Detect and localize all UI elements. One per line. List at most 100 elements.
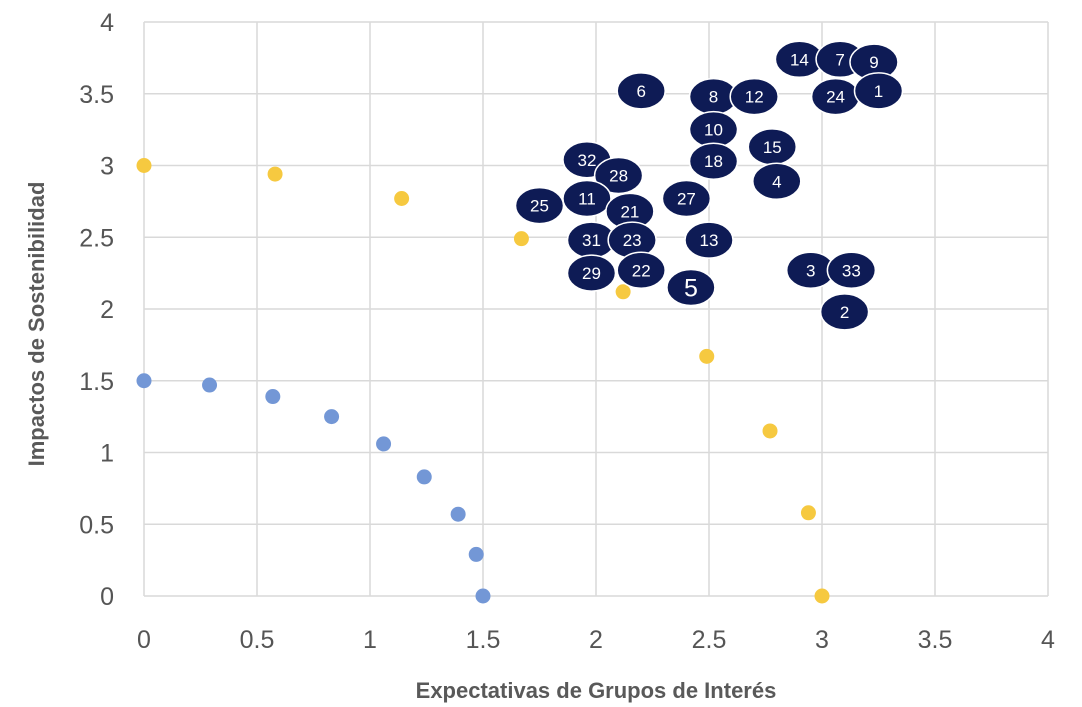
upper-threshold-point [267, 166, 283, 182]
x-tick-label: 4 [1041, 626, 1055, 654]
issue-bubble: 24 [810, 77, 861, 116]
issue-bubble-label: 1 [874, 82, 883, 101]
y-tick-label: 2.5 [79, 224, 114, 252]
issue-bubble-shape [566, 254, 617, 292]
y-tick-label: 4 [100, 9, 114, 37]
x-tick-label: 2.5 [692, 626, 727, 654]
y-tick-label: 0.5 [79, 511, 114, 539]
x-tick-label: 1.5 [466, 626, 501, 654]
y-tick-label: 3 [100, 153, 114, 181]
y-tick-label: 1 [100, 440, 114, 468]
issue-bubble: 4 [752, 162, 802, 201]
issue-bubble: 15 [747, 128, 798, 166]
issue-bubble-label: 27 [677, 190, 696, 209]
x-tick-label: 2 [589, 626, 603, 654]
issue-bubble: 6 [616, 72, 666, 110]
x-tick-label: 3.5 [918, 626, 953, 654]
issue-bubble-shape [826, 251, 877, 290]
issue-bubble: 27 [661, 179, 712, 218]
upper-threshold-point [394, 191, 410, 207]
issue-bubble: 1 [853, 72, 904, 110]
issue-bubble: 2 [819, 293, 870, 331]
issue-bubble-label: 13 [700, 231, 719, 250]
issue-bubble-label: 11 [578, 190, 596, 209]
issue-bubble-label: 5 [684, 274, 698, 302]
issue-bubble: 23 [607, 221, 657, 259]
issue-bubble-label: 3 [806, 261, 815, 280]
upper-threshold-point [615, 284, 631, 300]
issue-bubble: 29 [566, 254, 617, 292]
issue-bubble-label: 28 [609, 167, 628, 186]
issue-bubble: 18 [688, 142, 739, 180]
lower-threshold-point [450, 506, 466, 522]
issue-bubble-label: 10 [704, 121, 723, 140]
issue-bubble-label: 33 [842, 261, 861, 280]
upper-threshold-point [699, 348, 715, 364]
x-tick-label: 1 [363, 626, 377, 654]
issue-bubble-shape [729, 77, 779, 116]
issue-bubble-shape [688, 142, 739, 180]
issue-bubble-label: 8 [709, 88, 718, 107]
lower-threshold-point [475, 588, 491, 604]
issue-bubble: 25 [514, 186, 565, 225]
issue-bubble: 32 [562, 141, 612, 179]
issue-bubble-label: 31 [582, 231, 601, 250]
grid-lines [143, 21, 1049, 597]
issue-bubble-label: 22 [632, 261, 651, 280]
lower-threshold-point [376, 436, 392, 452]
issue-bubble-label: 21 [620, 202, 639, 221]
issue-bubble-shape [616, 72, 666, 110]
issue-bubble-label: 32 [577, 151, 596, 170]
upper-threshold-point [800, 505, 816, 521]
lower-threshold-point [324, 409, 340, 425]
y-tick-label: 3.5 [79, 81, 114, 109]
issue-bubble-label: 7 [835, 50, 844, 69]
y-tick-label: 1.5 [79, 368, 114, 396]
issue-bubble-shape [684, 221, 734, 259]
tick-labels: 0 0.5 1 1.5 2 2.5 3 3.5 4 0 0.5 1 1.5 2 2.5 3 3.5 4 [79, 9, 1055, 654]
issue-bubble: 11 [562, 179, 612, 218]
issue-bubble-label: 23 [623, 231, 642, 250]
lower-threshold-point [416, 469, 432, 485]
issue-bubble-shape [752, 162, 802, 201]
x-axis-title: Expectativas de Grupos de Interés [416, 678, 777, 703]
issue-bubble: 12 [729, 77, 779, 116]
upper-threshold-point [513, 231, 529, 247]
upper-threshold-point [762, 423, 778, 439]
issue-bubble: 31 [566, 221, 617, 259]
issue-bubble-shape [666, 268, 716, 307]
issue-bubble-shape [562, 179, 612, 218]
y-axis-title: Impactos de Sostenibilidad [24, 182, 49, 467]
x-tick-label: 0 [137, 626, 151, 654]
issue-bubble-shape [661, 179, 712, 218]
upper-threshold-point [136, 158, 152, 173]
issue-bubble-label: 25 [530, 197, 549, 216]
issue-bubble-label: 24 [826, 88, 845, 107]
issue-bubble: 5 [666, 268, 716, 307]
issue-bubble: 28 [593, 156, 644, 195]
issue-bubble-label: 15 [763, 138, 782, 157]
lower-threshold-point [265, 389, 281, 405]
lower-threshold-point [468, 546, 484, 562]
lower-threshold-point [202, 377, 218, 393]
issue-bubble-shape [853, 72, 904, 110]
y-tick-label: 2 [100, 296, 114, 324]
issue-bubble-shape [819, 293, 870, 331]
issue-bubble-label: 6 [636, 82, 645, 101]
issue-bubble-label: 29 [582, 264, 601, 283]
x-tick-label: 0.5 [240, 626, 275, 654]
y-tick-label: 0 [100, 583, 114, 611]
x-tick-label: 3 [815, 626, 829, 654]
lower-threshold-point [136, 373, 152, 389]
upper-threshold-point [814, 588, 830, 604]
issue-bubble-shape [616, 251, 666, 290]
issue-bubble: 21 [605, 192, 655, 231]
issue-bubble-shape [514, 186, 565, 225]
issue-bubble-label: 12 [745, 88, 764, 107]
issue-bubble-shape [593, 156, 644, 195]
issue-bubble-label: 9 [869, 53, 878, 72]
issue-bubble-label: 18 [704, 152, 723, 171]
